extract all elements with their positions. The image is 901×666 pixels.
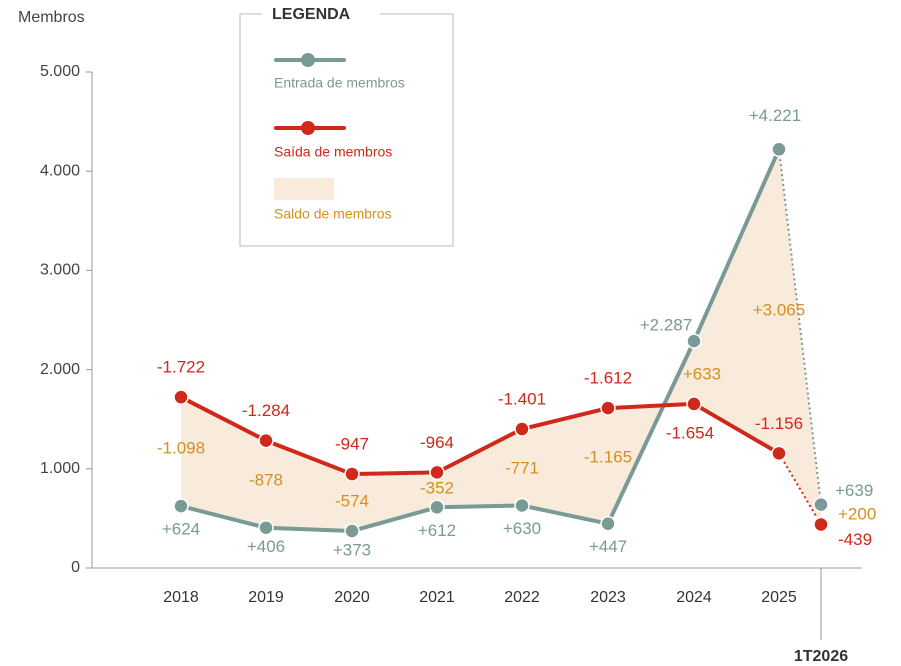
saldo-label: -352 (420, 478, 454, 497)
series-line (180, 395, 781, 477)
saldo-label: -771 (505, 458, 539, 477)
x-tick-label: 1T2026 (794, 648, 848, 665)
point (686, 333, 702, 349)
point (258, 519, 274, 536)
point (771, 141, 787, 158)
saldo-label: -878 (249, 470, 283, 489)
saldo-label: +200 (838, 504, 876, 523)
data-label: -947 (335, 435, 369, 454)
data-label: +639 (835, 481, 873, 500)
y-tick-label: 2.000 (40, 361, 80, 378)
point (686, 396, 702, 412)
x-tick-label: 2021 (419, 589, 455, 606)
point (429, 464, 445, 481)
legend-label: Saída de membros (274, 144, 392, 160)
x-tick-label: 2018 (163, 589, 199, 606)
data-label: -439 (838, 530, 872, 549)
saldo-label: -1.165 (584, 447, 632, 466)
point (771, 445, 787, 462)
data-label: +447 (589, 537, 627, 556)
x-tick-label: 2024 (676, 589, 712, 606)
point (813, 516, 829, 533)
y-tick-label: 5.000 (40, 63, 80, 80)
y-tick-label: 1.000 (40, 460, 80, 477)
point (344, 466, 360, 482)
data-label: +373 (333, 540, 371, 559)
point (600, 515, 616, 532)
legend-swatch (274, 178, 334, 200)
legend-dot (301, 121, 315, 135)
x-tick-label: 2023 (590, 589, 626, 606)
saldo-area (181, 149, 821, 531)
point (344, 523, 360, 539)
y-tick-label: 0 (71, 559, 80, 576)
data-label: +4.221 (749, 106, 801, 125)
y-axis-label: Membros (18, 9, 85, 26)
y-tick-label: 4.000 (40, 162, 80, 179)
data-label: -1.401 (498, 390, 546, 409)
data-label: -1.612 (584, 369, 632, 388)
data-label: -1.654 (666, 423, 714, 442)
saldo-label: +633 (683, 364, 721, 383)
x-tick-label: 2019 (248, 589, 284, 606)
data-label: +2.287 (640, 316, 692, 335)
data-label: +630 (503, 519, 541, 538)
point (514, 497, 530, 514)
data-label: -1.284 (242, 401, 290, 420)
point (429, 499, 445, 516)
series-line (180, 148, 781, 533)
data-label: -1.722 (157, 358, 205, 377)
point (258, 432, 274, 449)
point (813, 496, 829, 513)
saldo-label: +3.065 (753, 300, 805, 319)
legend-box (239, 13, 454, 247)
legend-dot (301, 53, 315, 67)
data-label: +612 (418, 521, 456, 540)
data-label: +406 (247, 537, 285, 556)
point (173, 389, 189, 405)
data-label: -1.156 (755, 414, 803, 433)
x-tick-label: 2022 (504, 589, 540, 606)
point (600, 400, 616, 416)
data-label: -964 (420, 433, 454, 452)
y-tick-label: 3.000 (40, 262, 80, 279)
point (173, 498, 189, 514)
legend-title: LEGENDA (272, 6, 351, 23)
saldo-label: -1.098 (157, 438, 205, 457)
saldo-label: -574 (335, 491, 369, 510)
point (514, 421, 530, 437)
series-line-dotted (778, 452, 822, 525)
x-tick-label: 2020 (334, 589, 370, 606)
legend-label: Entrada de membros (274, 75, 405, 91)
data-label: +624 (162, 520, 200, 539)
x-tick-label: 2025 (761, 589, 797, 606)
legend-label: Saldo de membros (274, 206, 392, 222)
